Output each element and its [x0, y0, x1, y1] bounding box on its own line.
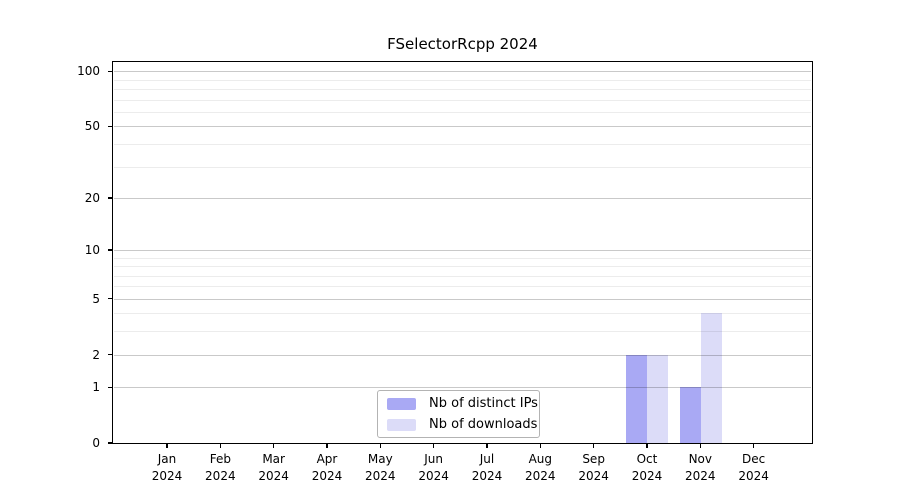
legend-swatch-downloads [387, 418, 416, 431]
x-tick-apr [326, 443, 328, 448]
y-tick-label-2: 2 [92, 347, 100, 362]
minor-gridline-6 [114, 286, 811, 288]
y-tick-label-5: 5 [92, 291, 100, 306]
bar-downloads-nov [700, 313, 722, 443]
bar-downloads-oct [647, 354, 669, 443]
x-tick-label-jun: Jun 2024 [418, 452, 449, 483]
y-tick-label-1: 1 [92, 380, 100, 395]
legend-label-downloads: Nb of downloads [429, 416, 538, 432]
x-tick-mar [273, 443, 275, 448]
y-tick-2 [108, 353, 113, 356]
major-gridline-5 [114, 298, 811, 300]
x-tick-jul [486, 443, 488, 448]
legend: Nb of distinct IPs Nb of downloads [377, 390, 540, 438]
legend-label-distinct-ips: Nb of distinct IPs [429, 395, 538, 411]
y-tick-20 [108, 197, 113, 199]
x-tick-nov [699, 443, 701, 448]
y-tick-10 [108, 249, 113, 251]
y-tick-label-50: 50 [84, 119, 100, 134]
y-tick-label-10: 10 [84, 242, 100, 257]
major-gridline-10 [114, 249, 811, 251]
y-tick-1 [108, 386, 113, 388]
minor-gridline-9 [114, 257, 811, 259]
x-tick-feb [219, 443, 221, 448]
minor-gridline-30 [114, 166, 811, 168]
minor-gridline-80 [114, 89, 811, 91]
x-tick-aug [539, 443, 541, 448]
x-tick-label-oct: Oct 2024 [631, 452, 663, 483]
minor-gridline-90 [114, 79, 811, 81]
x-tick-jan [166, 443, 168, 448]
bar-distinct-ips-nov [679, 387, 701, 443]
x-tick-label-may: May 2024 [365, 452, 396, 483]
minor-gridline-40 [114, 144, 811, 146]
major-gridline-2 [114, 354, 811, 356]
x-tick-dec [753, 443, 755, 448]
major-gridline-50 [114, 126, 811, 128]
x-tick-sep [593, 443, 595, 448]
x-tick-label-aug: Aug 2024 [525, 452, 556, 483]
y-tick-50 [108, 125, 113, 128]
x-tick-label-jan: Jan 2024 [151, 452, 183, 483]
x-tick-label-apr: Apr 2024 [311, 452, 343, 483]
y-tick-label-20: 20 [84, 190, 100, 205]
y-tick-100 [108, 70, 113, 73]
minor-gridline-3 [114, 331, 811, 333]
legend-swatch-distinct-ips [387, 397, 416, 410]
minor-gridline-8 [114, 266, 811, 268]
legend-item-downloads: Nb of downloads [387, 417, 537, 433]
x-tick-oct [646, 443, 648, 448]
x-tick-label-mar: Mar 2024 [258, 452, 289, 483]
y-tick-5 [108, 298, 113, 300]
x-tick-may [379, 443, 381, 448]
x-tick-label-sep: Sep 2024 [578, 452, 609, 483]
major-gridline-20 [114, 197, 811, 199]
x-tick-label-jul: Jul 2024 [471, 452, 503, 483]
minor-gridline-4 [114, 313, 811, 315]
x-tick-label-feb: Feb 2024 [205, 452, 236, 483]
minor-gridline-70 [114, 99, 811, 101]
y-tick-0 [108, 442, 113, 444]
y-tick-label-0: 0 [92, 436, 100, 450]
legend-item-distinct-ips: Nb of distinct IPs [387, 396, 538, 412]
minor-gridline-60 [114, 112, 811, 114]
major-gridline-1 [114, 387, 811, 389]
major-gridline-100 [114, 71, 811, 73]
bar-distinct-ips-oct [626, 354, 648, 443]
x-tick-label-nov: Nov 2024 [685, 452, 716, 483]
x-tick-jun [433, 443, 435, 448]
minor-gridline-7 [114, 275, 811, 277]
x-tick-label-dec: Dec 2024 [738, 452, 769, 483]
chart-title: FSelectorRcpp 2024 [387, 35, 538, 53]
y-tick-label-100: 100 [77, 64, 100, 79]
